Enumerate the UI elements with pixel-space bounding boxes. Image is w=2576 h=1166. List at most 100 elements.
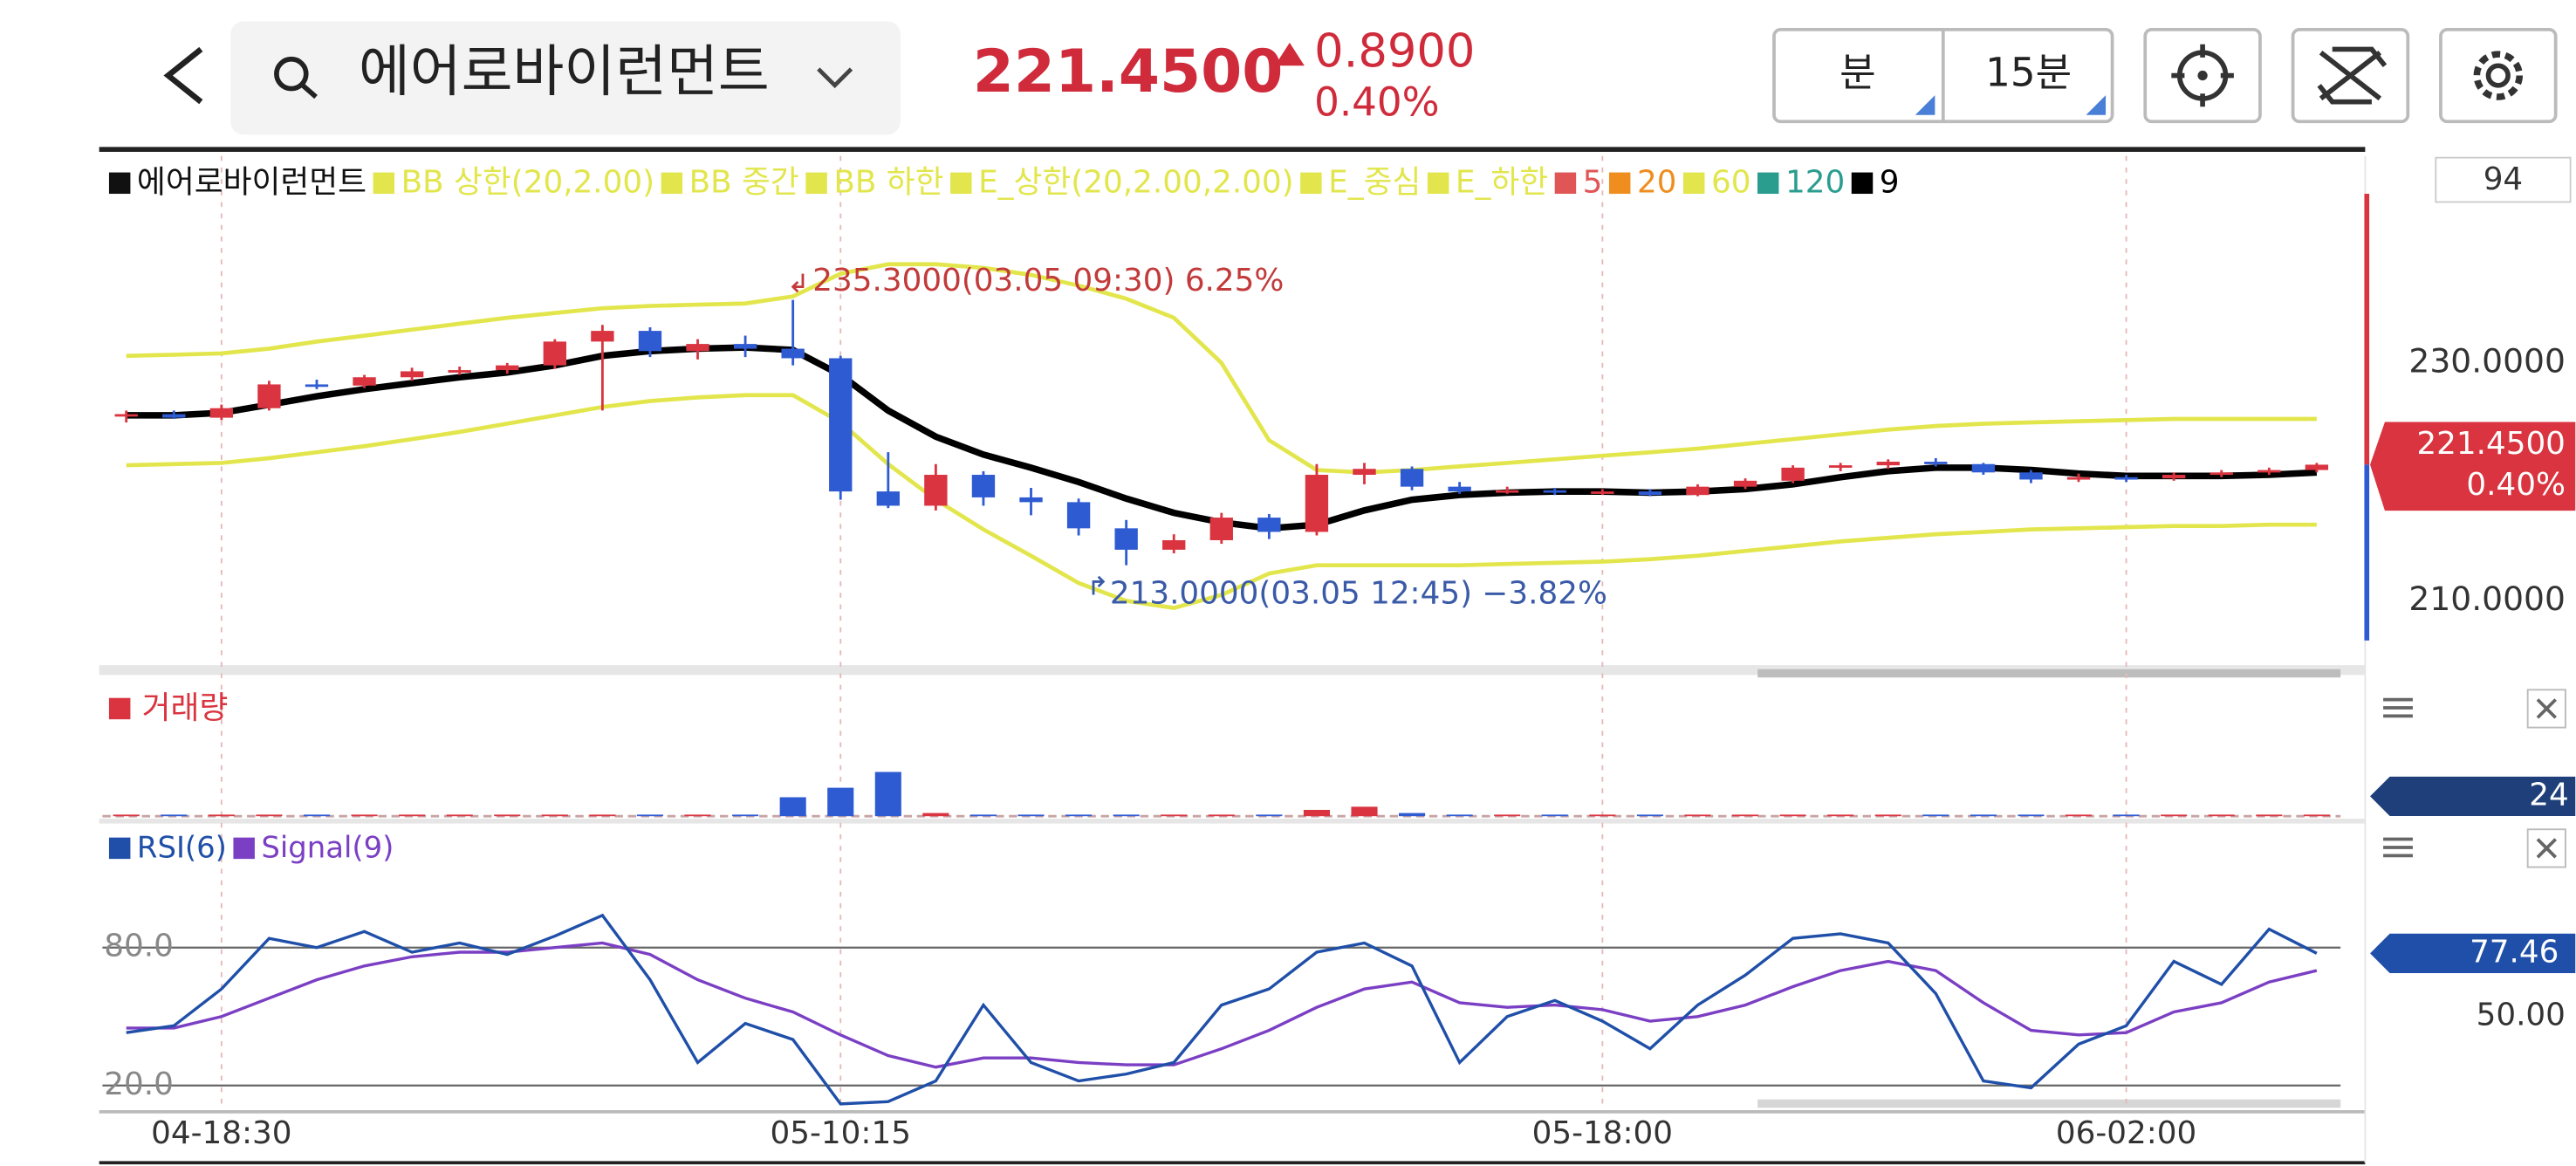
volume-bar	[1827, 814, 1854, 817]
change: 0.8900	[1314, 25, 1475, 79]
candle-body	[1543, 490, 1566, 493]
candle-body	[1496, 490, 1519, 493]
panel-close[interactable]	[2526, 828, 2566, 868]
candle-body	[971, 475, 996, 497]
back-button[interactable]	[163, 46, 203, 105]
legend-label: E_하한	[1456, 165, 1548, 201]
annotation-arrow	[791, 273, 805, 293]
volume-bar	[208, 814, 235, 817]
legend-swatch	[233, 837, 255, 860]
dropdown-icon[interactable]	[817, 67, 853, 89]
y2-tick-label: 50.00	[2477, 998, 2566, 1033]
search-icon-handle	[301, 83, 318, 99]
annotation-arrow	[1092, 575, 1106, 595]
drawing-button[interactable]	[2291, 27, 2410, 124]
candle-body	[638, 331, 662, 352]
unit-button[interactable]: 분	[1840, 50, 1876, 96]
volume-bar	[399, 814, 426, 817]
candle-body	[496, 365, 519, 371]
legend-label: 에어로바이런먼트	[137, 165, 367, 201]
candle-body	[1066, 502, 1091, 529]
candle-body	[1686, 486, 1709, 496]
candle-body	[1781, 467, 1805, 481]
panel-menu[interactable]	[2383, 697, 2413, 718]
change-pct: 0.40%	[1314, 79, 1439, 125]
candle-body	[1257, 518, 1281, 532]
candle-body	[1638, 491, 1662, 496]
volume-bar	[1684, 814, 1711, 817]
panel-close[interactable]	[2526, 689, 2566, 729]
candle-body	[2305, 464, 2329, 470]
legend-swatch	[108, 837, 131, 860]
legend-swatch	[1300, 172, 1322, 195]
candle-body	[1924, 462, 1948, 464]
volume-bar	[1351, 806, 1378, 817]
x-tick-label: 05-18:00	[1532, 1115, 1673, 1151]
interval-button[interactable]: 15분	[1985, 50, 2072, 96]
legend-swatch	[108, 697, 131, 720]
volume-bar	[2208, 814, 2235, 817]
candle-body	[2162, 475, 2186, 479]
annotation: 213.0000(03.05 12:45) −3.82%	[1110, 575, 1607, 611]
panel-menu[interactable]	[2383, 837, 2413, 858]
volume-bar	[1589, 814, 1616, 817]
legend-swatch	[1757, 172, 1779, 195]
current-volume: 24	[2529, 777, 2569, 813]
legend-label: E_상한(20,2.00,2.00)	[978, 165, 1294, 201]
corner-mark	[1915, 95, 1935, 115]
volume-bar	[494, 814, 521, 817]
candle-body	[257, 384, 281, 408]
candle-body	[305, 384, 329, 388]
top-box-label: 94	[2484, 161, 2524, 197]
last-change: 0.40%	[2466, 467, 2566, 503]
search-box[interactable]	[230, 21, 901, 135]
volume-bar	[732, 814, 759, 817]
crosshair-button[interactable]	[2143, 27, 2262, 124]
legend-swatch	[373, 172, 395, 195]
up-triangle	[1274, 42, 1305, 66]
candle-body	[1353, 469, 1376, 476]
candle-body	[1876, 462, 1900, 466]
candle-body	[1209, 518, 1233, 540]
legend-label: 120	[1785, 165, 1845, 201]
candle-body	[733, 344, 757, 349]
x-tick-label: 04-18:30	[151, 1115, 291, 1151]
volume-bar	[2018, 814, 2045, 817]
volume-bar	[589, 814, 616, 817]
volume-bar	[1208, 814, 1235, 817]
volume-bar	[1017, 814, 1045, 817]
legend-swatch	[1427, 172, 1449, 195]
legend-swatch	[1608, 172, 1631, 195]
volume-bar	[1256, 814, 1283, 817]
candle-body	[162, 414, 186, 418]
volume-bar	[1922, 814, 1949, 817]
candle-body	[1591, 491, 1614, 494]
legend-swatch	[1554, 172, 1577, 195]
volume-bar	[1303, 809, 1330, 817]
volume-bar	[1113, 814, 1140, 817]
candle-body	[1829, 465, 1853, 468]
volume-bar	[2256, 814, 2283, 817]
stock-name: 에어로바이런먼트	[359, 40, 770, 105]
volume-bar	[1399, 813, 1426, 817]
panel-title: 거래량	[142, 690, 229, 726]
legend-label: BB 중간	[689, 165, 799, 201]
candle-body	[543, 341, 566, 366]
volume-bar	[1636, 814, 1663, 817]
legend-label: BB 상한(20,2.00)	[401, 165, 655, 201]
settings-button[interactable]	[2439, 27, 2558, 124]
candle-body	[2257, 470, 2281, 473]
candle-body	[924, 475, 948, 506]
volume-bar	[1065, 814, 1093, 817]
candle-body	[2114, 477, 2138, 480]
search-icon	[274, 56, 309, 92]
volume-bar	[303, 814, 331, 817]
legend-swatch	[1851, 172, 1874, 195]
candle-body	[400, 371, 424, 378]
rsi-last: 77.46	[2470, 934, 2559, 970]
corner-mark	[2086, 95, 2107, 115]
legend-label: E_중심	[1328, 165, 1421, 201]
